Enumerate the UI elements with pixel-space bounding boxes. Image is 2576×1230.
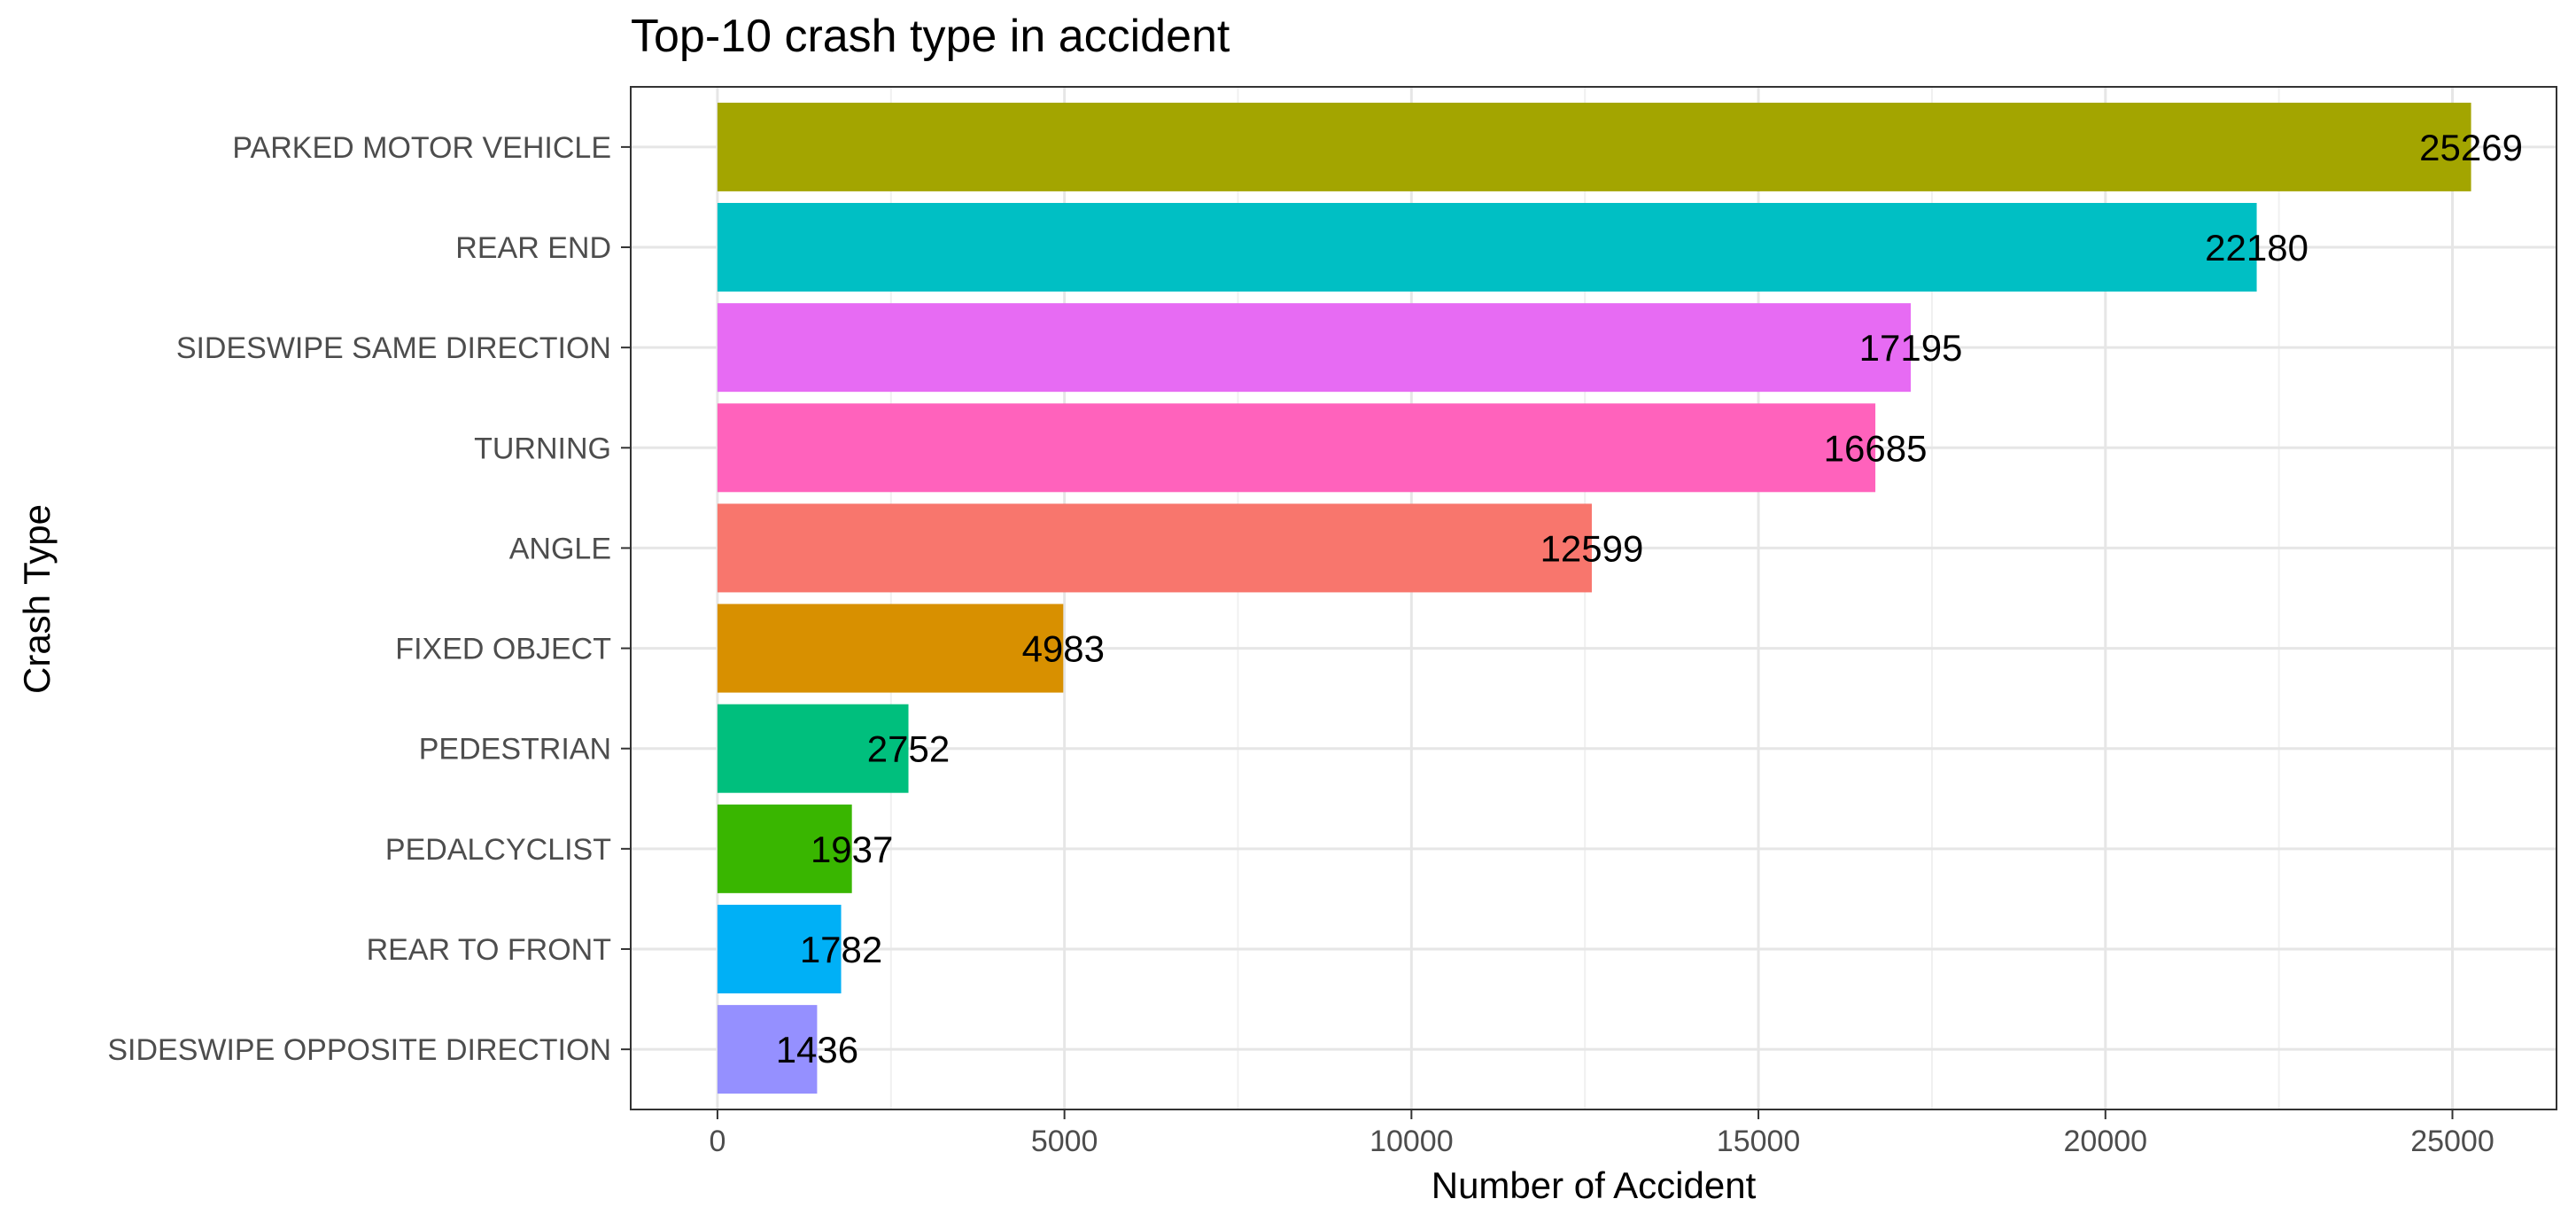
y-tick-label: FIXED OBJECT [395,633,611,666]
axes-layer: PARKED MOTOR VEHICLE REAR END SIDESWIPE SA… [107,131,2494,1158]
bars-layer [717,102,2471,1094]
y-tick-label: TURNING [474,432,611,465]
bar [717,102,2471,191]
bar [717,904,842,993]
y-tick-label: PEDALCYCLIST [385,833,611,867]
bar-data-label: 16685 [1824,427,1928,469]
y-tick-label: REAR END [455,231,611,265]
bar [717,804,852,893]
chart-title: Top-10 crash type in accident [631,11,1230,62]
bar-data-label: 1436 [776,1029,858,1070]
bar-data-label: 22180 [2205,227,2308,269]
x-tick-label: 20000 [2064,1125,2148,1158]
y-tick-label: REAR TO FRONT [367,933,611,967]
bar-data-label: 25269 [2419,127,2523,168]
y-tick-label: SIDESWIPE SAME DIRECTION [176,331,611,365]
bar [717,603,1064,693]
bar-data-label: 12599 [1540,527,1644,569]
bar-data-label: 1782 [800,929,882,970]
y-tick-label: PARKED MOTOR VEHICLE [232,131,611,165]
y-tick-label: PEDESTRIAN [419,733,611,767]
y-tick-label: ANGLE [509,532,611,565]
bar [717,303,1912,393]
data-labels-layer: 25269 22180 17195 16685 12599 4983 2752 1937 178… [776,127,2523,1070]
x-tick-label: 5000 [1031,1125,1098,1158]
bar [717,704,909,793]
bar-data-label: 17195 [1859,327,1963,369]
x-axis-label: Number of Accident [1432,1164,1757,1206]
x-tick-label: 15000 [1717,1125,1801,1158]
bar-data-label: 2752 [867,728,950,770]
y-tick-label: SIDESWIPE OPPOSITE DIRECTION [107,1033,611,1067]
y-axis-label: Crash Type [16,504,58,694]
bar-data-label: 4983 [1022,628,1105,670]
bar [717,1005,818,1094]
x-tick-label: 25000 [2410,1125,2495,1158]
bar [717,503,1592,593]
bar [717,203,2257,292]
x-tick-label: 0 [709,1125,725,1158]
bar [717,403,1876,493]
plot-panel-border [630,86,2557,1110]
bar-data-label: 1937 [811,829,893,870]
x-tick-label: 10000 [1369,1125,1454,1158]
